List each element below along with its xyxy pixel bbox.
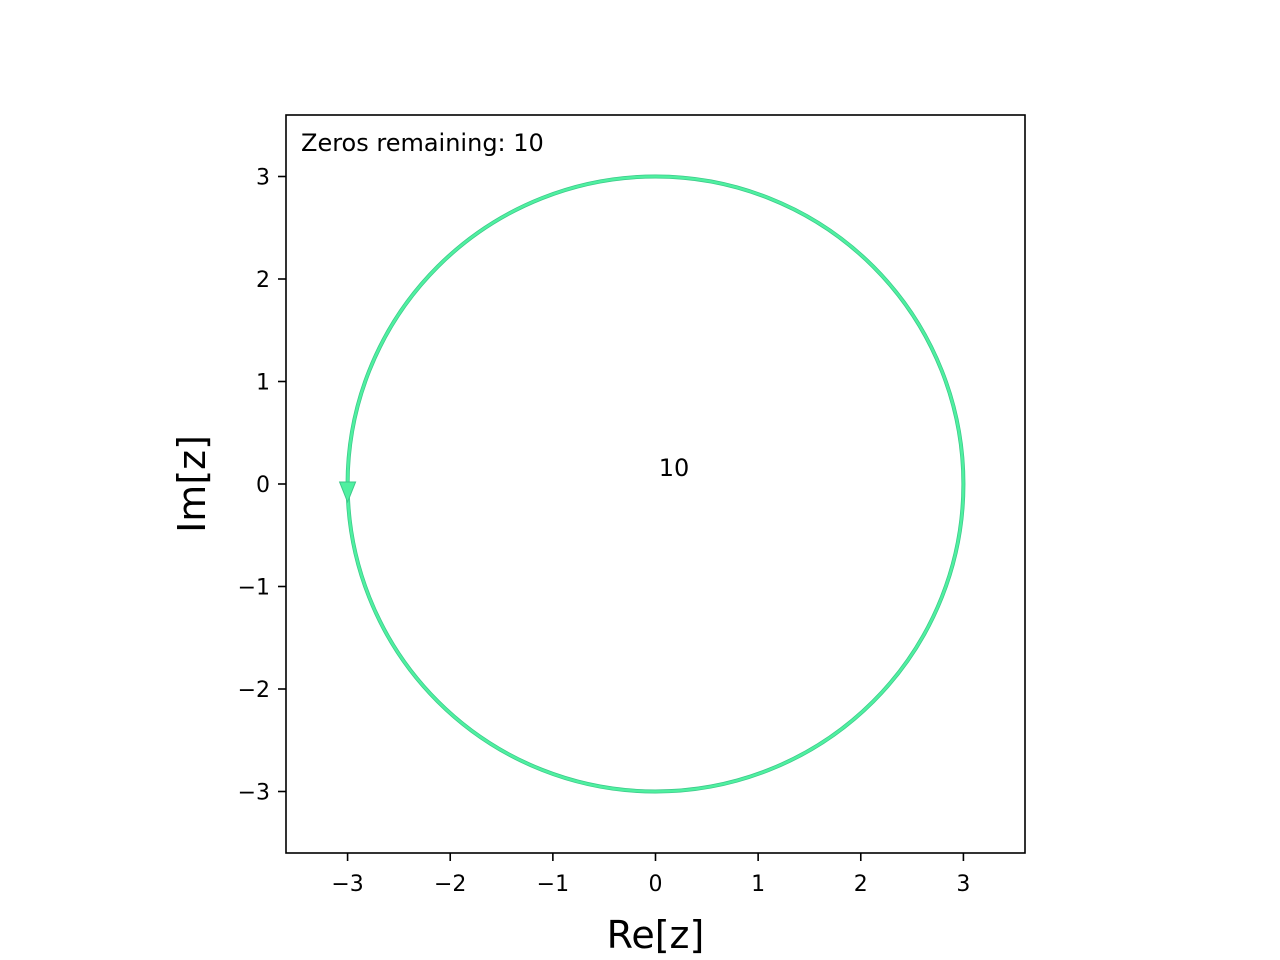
y-tick-label: −1 — [238, 576, 270, 601]
x-tick-label: 0 — [649, 872, 663, 897]
x-tick-label: 3 — [956, 872, 970, 897]
x-tick-label: −1 — [537, 872, 569, 897]
zeros-remaining-text: Zeros remaining: 10 — [301, 129, 544, 157]
x-tick-label: −2 — [434, 872, 466, 897]
zero-count-label: 10 — [659, 454, 690, 482]
x-tick-label: 1 — [751, 872, 765, 897]
y-axis-label: Im[z] — [170, 435, 214, 533]
direction-arrow — [338, 481, 357, 504]
x-axis-ticks: −3 −2 −1 0 1 2 3 — [331, 853, 970, 897]
x-tick-label: −3 — [331, 872, 363, 897]
y-axis-ticks: −3 −2 −1 0 1 2 3 — [238, 166, 286, 806]
y-tick-label: −2 — [238, 678, 270, 703]
y-tick-label: 0 — [256, 473, 270, 498]
y-tick-label: 1 — [256, 371, 270, 396]
y-tick-label: 3 — [256, 166, 270, 191]
x-tick-label: 2 — [854, 872, 868, 897]
x-axis-label: Re[z] — [607, 913, 705, 957]
y-tick-label: −3 — [238, 781, 270, 806]
y-tick-label: 2 — [256, 268, 270, 293]
